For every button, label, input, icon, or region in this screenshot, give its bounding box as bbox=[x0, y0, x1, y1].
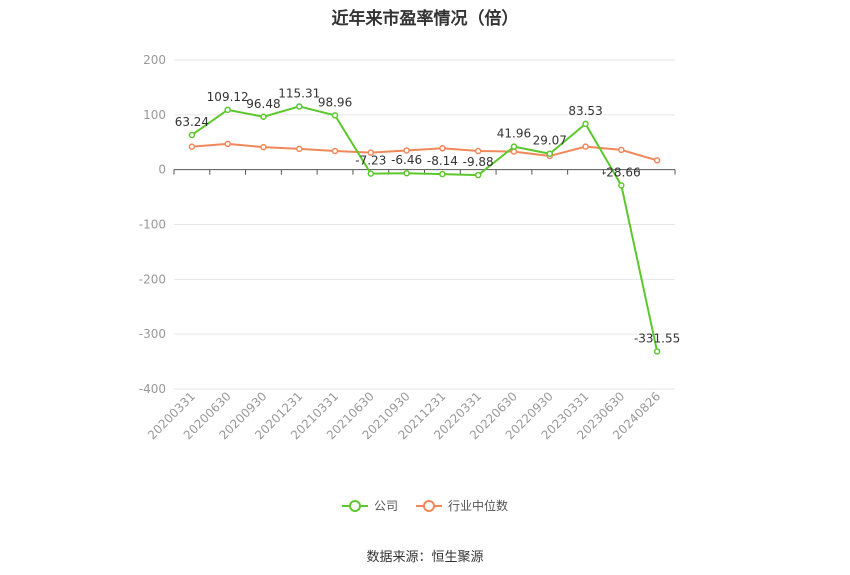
data-label-company: 29.07 bbox=[533, 134, 567, 148]
data-label-company: 96.48 bbox=[246, 97, 280, 111]
data-point-industry-median bbox=[296, 145, 303, 153]
data-point-company bbox=[224, 106, 231, 114]
data-point-industry-median bbox=[260, 143, 267, 151]
data-point-company bbox=[653, 348, 661, 355]
y-tick-label: 100 bbox=[143, 108, 166, 122]
source-note: 数据来源：恒生聚源 bbox=[366, 550, 484, 565]
data-point-industry-median bbox=[188, 143, 196, 150]
chart-title: 近年来市盈率情况（倍） bbox=[331, 9, 519, 29]
data-point-industry-median bbox=[224, 140, 231, 148]
y-tick-label: -400 bbox=[139, 382, 166, 396]
legend-industry-label: 行业中位数 bbox=[448, 499, 509, 513]
data-point-industry-median bbox=[582, 143, 589, 150]
legend-industry-marker-icon bbox=[416, 499, 442, 513]
legend-company-marker-icon bbox=[341, 499, 368, 513]
data-point-company bbox=[296, 103, 303, 110]
data-label-company: 98.96 bbox=[318, 95, 352, 109]
data-point-industry-median bbox=[618, 146, 625, 154]
data-point-company bbox=[331, 112, 339, 119]
legend-item-company[interactable]: 公司 bbox=[341, 497, 398, 514]
y-tick-label: -200 bbox=[139, 272, 166, 286]
legend-item-industry-median[interactable]: 行业中位数 bbox=[416, 497, 508, 514]
data-point-company bbox=[403, 169, 410, 177]
data-label-company: 83.53 bbox=[568, 104, 602, 118]
data-label-company: 115.31 bbox=[278, 86, 320, 100]
data-point-industry-median bbox=[653, 157, 661, 164]
y-tick-label: -300 bbox=[139, 327, 166, 341]
legend: 公司 行业中位数 bbox=[0, 497, 850, 514]
data-label-company: 41.96 bbox=[497, 127, 531, 141]
data-label-company: -8.14 bbox=[427, 154, 458, 168]
data-point-company bbox=[474, 171, 482, 179]
y-tick-label: 200 bbox=[143, 53, 166, 67]
line-chart: 2001000-100-200-300-40020200331202006302… bbox=[139, 53, 681, 442]
data-point-company bbox=[188, 131, 196, 139]
data-point-industry-median bbox=[367, 149, 375, 156]
data-point-industry-median bbox=[439, 145, 446, 152]
data-label-company: -6.46 bbox=[391, 153, 422, 167]
data-label-company: 109.12 bbox=[207, 90, 249, 104]
y-tick-label: 0 bbox=[158, 163, 166, 177]
data-label-company: -7.23 bbox=[355, 154, 386, 168]
data-label-company: -28.66 bbox=[602, 165, 641, 179]
data-point-company bbox=[510, 143, 518, 150]
data-label-company: 63.24 bbox=[175, 115, 209, 129]
data-label-company: -9.88 bbox=[463, 155, 494, 169]
series-line-industry-median bbox=[191, 142, 658, 162]
data-point-industry-median bbox=[331, 147, 339, 155]
y-tick-label: -100 bbox=[139, 218, 166, 232]
data-label-company: -331.55 bbox=[634, 331, 680, 345]
legend-company-label: 公司 bbox=[373, 499, 398, 513]
data-point-industry-median bbox=[403, 147, 410, 154]
data-point-company bbox=[546, 150, 553, 157]
data-point-company bbox=[439, 170, 446, 178]
data-point-industry-median bbox=[474, 147, 482, 155]
data-point-company bbox=[618, 182, 625, 189]
data-point-company bbox=[260, 113, 267, 121]
data-point-company bbox=[367, 170, 375, 177]
series-line-company bbox=[191, 105, 659, 352]
data-point-company bbox=[582, 120, 589, 128]
